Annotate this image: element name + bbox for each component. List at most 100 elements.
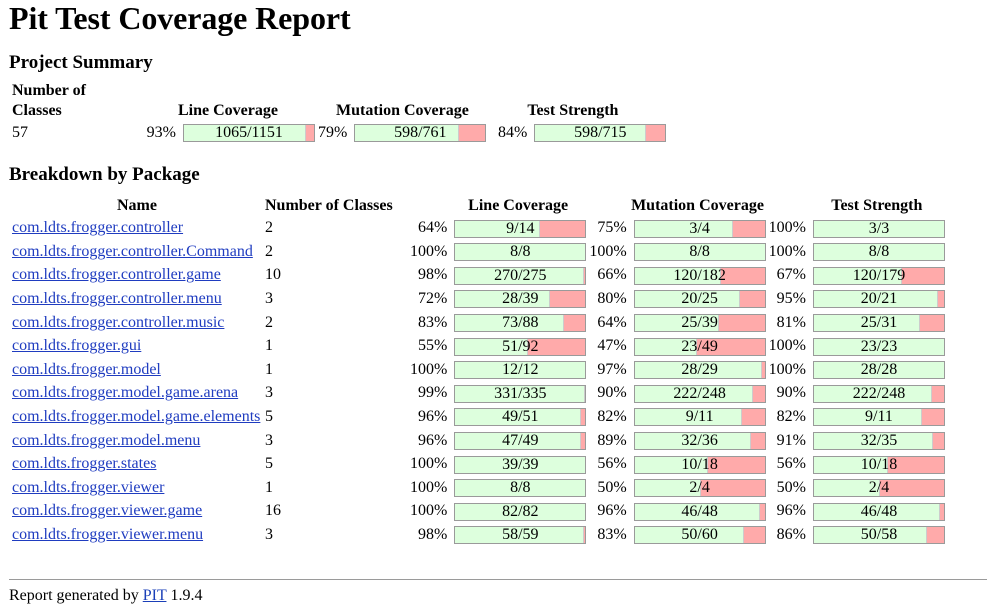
package-link[interactable]: com.ldts.frogger.states: [12, 455, 157, 473]
bar-fill: [634, 244, 765, 261]
bar-fill: [813, 220, 944, 237]
package-classes: 3: [265, 384, 273, 402]
line-coverage-bar: 8/8: [454, 476, 587, 500]
bar-fill: [634, 456, 709, 473]
coverage-bar: 598/715: [534, 124, 667, 143]
strength-label: 3/3: [868, 219, 890, 237]
strength-pct: 100%: [768, 337, 806, 355]
pit-link[interactable]: PIT: [142, 587, 167, 605]
bar-fill: [813, 456, 888, 473]
summary-header-line: Line Coverage: [178, 102, 278, 119]
package-link[interactable]: com.ldts.frogger.viewer: [12, 478, 165, 496]
package-link[interactable]: com.ldts.frogger.gui: [12, 337, 142, 355]
table-row: com.ldts.frogger.controller.Command 2 100%…: [12, 240, 945, 264]
coverage-bar: 39/39: [454, 455, 587, 474]
package-link[interactable]: com.ldts.frogger.model.menu: [12, 431, 201, 449]
line-coverage-bar: 39/39: [454, 452, 587, 476]
mutation-pct: 100%: [589, 242, 627, 260]
line-label: 51/92: [502, 337, 539, 355]
bar-fill: [634, 432, 752, 449]
bar-fill: [455, 338, 528, 355]
strength-pct: 67%: [776, 266, 806, 284]
line-label: 58/59: [502, 526, 539, 544]
package-classes: 2: [265, 313, 273, 331]
bar-fill: [455, 244, 586, 261]
bar-fill: [813, 315, 921, 331]
line-coverage-bar: 58/59: [454, 523, 587, 547]
mutation-pct: 47%: [597, 337, 627, 355]
summary-strength-label: 598/715: [574, 124, 627, 142]
line-coverage-bar: 47/49: [454, 428, 587, 452]
mutation-coverage-bar: 25/39: [633, 310, 766, 334]
line-coverage-bar: 49/51: [454, 405, 587, 429]
strength-coverage-bar: 25/31: [812, 310, 945, 334]
bar-fill: [634, 503, 761, 520]
strength-coverage-bar: 28/28: [812, 358, 945, 382]
bar-fill: [184, 125, 306, 142]
breakdown-heading: Breakdown by Package: [9, 164, 200, 185]
mutation-pct: 96%: [597, 502, 627, 520]
coverage-bar: 73/88: [454, 314, 587, 332]
strength-label: 9/11: [865, 408, 893, 426]
line-label: 28/39: [502, 290, 539, 308]
package-link[interactable]: com.ldts.frogger.controller.menu: [12, 290, 222, 308]
coverage-bar: 8/8: [454, 243, 587, 262]
package-link[interactable]: com.ldts.frogger.viewer.menu: [12, 526, 204, 544]
summary-header-mutation: Mutation Coverage: [336, 102, 469, 119]
package-classes: 16: [265, 502, 281, 520]
mutation-label: 28/29: [681, 361, 718, 379]
package-link[interactable]: com.ldts.frogger.controller.Command: [12, 242, 253, 260]
package-classes: 5: [265, 455, 273, 473]
coverage-bar: 20/21: [812, 290, 945, 309]
summary-header-classes: Number of Classes: [12, 82, 86, 119]
coverage-bar: 32/36: [633, 431, 766, 450]
mutation-pct: 50%: [597, 478, 627, 496]
bar-fill: [455, 409, 582, 426]
summary-strength-bar: 598/715: [534, 121, 667, 144]
line-coverage-bar: 28/39: [454, 287, 587, 311]
package-link[interactable]: com.ldts.frogger.model.game.elements: [12, 408, 261, 426]
mutation-coverage-bar: 120/182: [633, 263, 766, 287]
mutation-coverage-bar: 50/60: [633, 523, 766, 547]
mutation-label: 32/36: [681, 431, 718, 449]
coverage-bar: 331/335: [454, 384, 587, 403]
strength-pct: 56%: [776, 455, 806, 473]
footer: Report generated by PIT 1.9.4: [9, 587, 978, 605]
strength-label: 50/58: [860, 526, 898, 544]
mutation-coverage-bar: 23/49: [633, 334, 766, 358]
package-link[interactable]: com.ldts.frogger.model: [12, 360, 161, 378]
coverage-bar: 9/11: [633, 408, 766, 427]
strength-label: 46/48: [860, 502, 898, 520]
package-link[interactable]: com.ldts.frogger.viewer.game: [12, 502, 203, 520]
bar-fill: [813, 409, 922, 426]
coverage-bar: 25/31: [812, 314, 945, 332]
coverage-bar: 46/48: [633, 502, 766, 521]
summary-strength-pct: 84%: [498, 124, 528, 141]
page-title: Pit Test Coverage Report: [9, 0, 351, 36]
package-link[interactable]: com.ldts.frogger.controller.music: [12, 313, 225, 331]
mutation-label: 50/60: [681, 526, 718, 544]
bar-fill: [813, 503, 940, 520]
package-classes: 3: [265, 431, 273, 449]
coverage-bar: 120/182: [633, 266, 766, 285]
summary-mutation-bar: 598/761: [354, 121, 487, 144]
strength-coverage-bar: 23/23: [812, 334, 945, 358]
coverage-bar: 270/275: [454, 266, 587, 285]
coverage-bar: 32/35: [812, 431, 945, 450]
strength-coverage-bar: 46/48: [812, 499, 945, 523]
table-row: com.ldts.frogger.model.menu 3 96% 47/49 89% 3…: [12, 428, 945, 452]
package-link[interactable]: com.ldts.frogger.controller: [12, 219, 184, 237]
package-link[interactable]: com.ldts.frogger.controller.game: [12, 266, 221, 284]
strength-coverage-bar: 10/18: [812, 452, 945, 476]
coverage-bar: 8/8: [454, 479, 587, 498]
package-link[interactable]: com.ldts.frogger.model.game.arena: [12, 384, 239, 402]
table-row: com.ldts.frogger.model.game.arena 3 99% 331…: [12, 381, 945, 405]
mutation-coverage-bar: 32/36: [633, 428, 766, 452]
table-row: com.ldts.frogger.controller.music 2 83% 73/…: [12, 310, 945, 334]
project-summary-heading: Project Summary: [9, 52, 153, 73]
package-classes: 3: [265, 290, 273, 308]
line-pct: 98%: [418, 526, 448, 544]
coverage-bar: 10/18: [633, 455, 766, 474]
bar-fill: [355, 125, 460, 142]
coverage-bar: 120/179: [812, 266, 945, 285]
